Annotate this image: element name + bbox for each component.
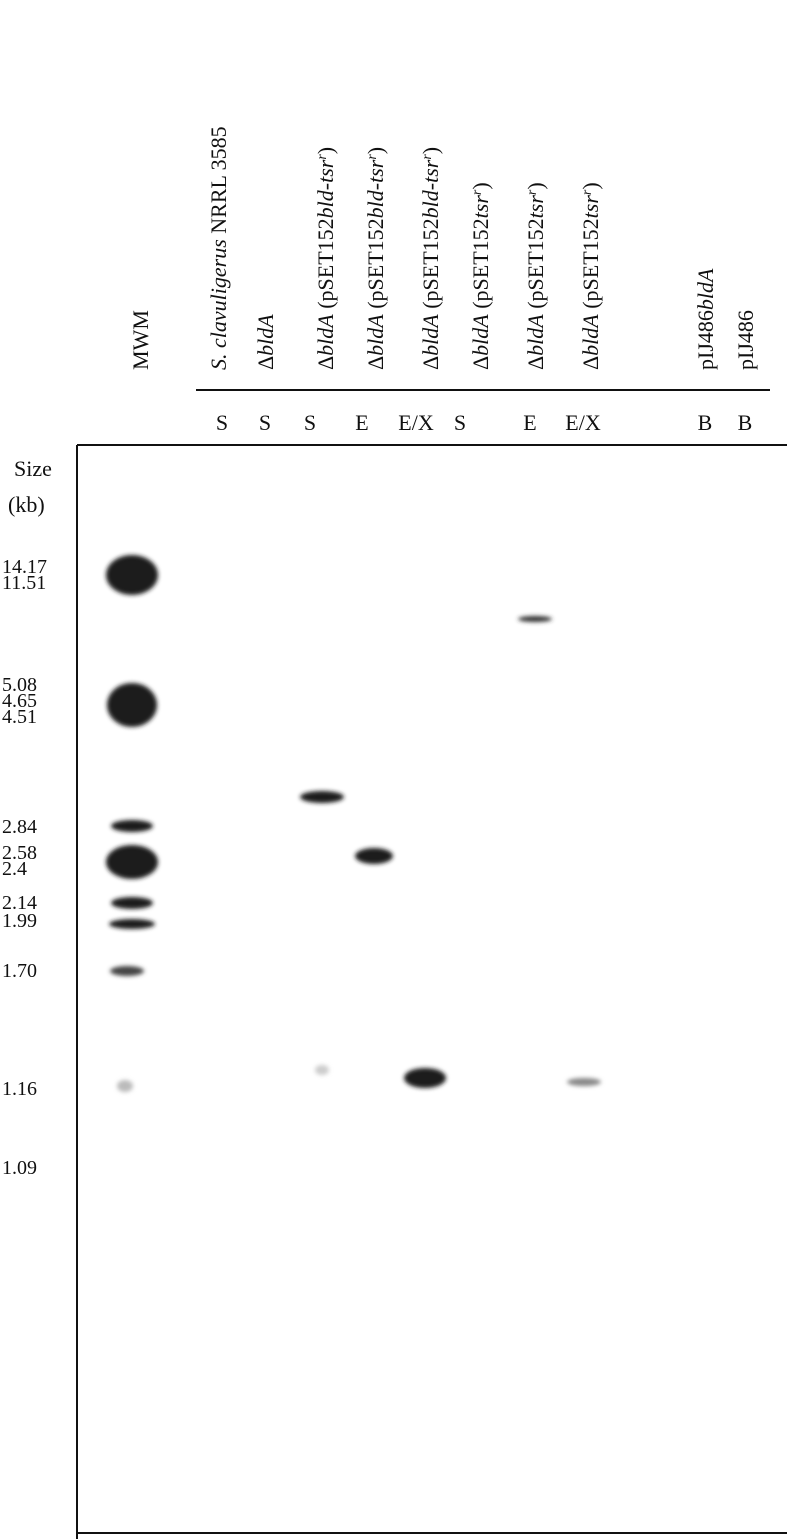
size-label: 4.65 <box>2 690 37 712</box>
label-part: Δ <box>578 356 603 370</box>
label-part: ) <box>363 147 388 154</box>
lane-label: ΔbldA (pSET152bld-tsrr) <box>363 147 388 370</box>
band <box>518 616 552 622</box>
lane-label: ΔbldA (pSET152tsrr) <box>523 182 548 370</box>
band <box>111 897 153 909</box>
label-part: S. clavuligerus <box>206 239 231 370</box>
label-part: bld-tsr <box>313 159 338 218</box>
band <box>567 1078 601 1086</box>
size-label: 1.99 <box>2 910 37 932</box>
label-part: bldA <box>253 314 278 356</box>
lane-label: pIJ486 <box>733 310 758 370</box>
label-part: bldA <box>418 314 443 356</box>
lane-label: MWM <box>128 310 153 370</box>
band <box>106 845 158 879</box>
label-part: tsr <box>468 195 493 219</box>
band <box>404 1068 446 1088</box>
band <box>109 919 155 929</box>
lane-label: ΔbldA (pSET152tsrr) <box>468 182 493 370</box>
label-part: r <box>420 154 435 160</box>
band <box>106 555 158 595</box>
size-label: 2.58 <box>2 842 37 864</box>
enzyme-label: B <box>738 410 753 435</box>
band <box>117 1080 133 1092</box>
band <box>111 820 153 832</box>
enzyme-label: S <box>259 410 271 435</box>
label-part: bldA <box>313 314 338 356</box>
lane-label: pIJ486bldA <box>693 268 718 370</box>
enzyme-label: S <box>216 410 228 435</box>
label-part: NRRL 3585 <box>206 126 231 239</box>
band <box>300 791 344 803</box>
enzyme-label: S <box>304 410 316 435</box>
label-part: bldA <box>693 268 718 310</box>
label-part: (pSET152 <box>363 218 388 314</box>
label-part: bld-tsr <box>418 159 443 218</box>
label-part: pIJ486 <box>733 310 758 370</box>
label-part: r <box>470 189 485 195</box>
size-label: 14.17 <box>2 556 47 578</box>
size-label: 4.51 <box>2 706 37 728</box>
label-part: bldA <box>523 314 548 356</box>
label-part: ) <box>578 182 603 189</box>
label-part: Δ <box>523 356 548 370</box>
label-part: ) <box>468 182 493 189</box>
label-part: bld-tsr <box>363 159 388 218</box>
label-part: Δ <box>363 356 388 370</box>
label-part: MWM <box>128 310 153 370</box>
lane-label: ΔbldA <box>253 314 278 370</box>
size-label: 2.84 <box>2 816 37 838</box>
enzyme-label: E/X <box>398 410 434 435</box>
lane-label: ΔbldA (pSET152tsrr) <box>578 182 603 370</box>
label-part: (pSET152 <box>468 218 493 314</box>
lane-label: ΔbldA (pSET152bld-tsrr) <box>418 147 443 370</box>
enzyme-label: E <box>355 410 368 435</box>
label-part: ) <box>418 147 443 154</box>
bands <box>106 555 601 1092</box>
label-part: Δ <box>313 356 338 370</box>
size-label: 1.09 <box>2 1157 37 1179</box>
label-part: r <box>525 189 540 195</box>
lane-label: ΔbldA (pSET152bld-tsrr) <box>313 147 338 370</box>
label-part: pIJ486 <box>693 310 718 370</box>
label-part: bldA <box>468 314 493 356</box>
enzyme-label: E/X <box>565 410 601 435</box>
label-part: bldA <box>363 314 388 356</box>
label-part: bldA <box>578 314 603 356</box>
enzyme-label: E <box>523 410 536 435</box>
label-part: tsr <box>578 195 603 219</box>
enzyme-label: S <box>454 410 466 435</box>
size-label: 5.08 <box>2 674 37 696</box>
size-label: 1.16 <box>2 1078 37 1100</box>
label-part: Δ <box>468 356 493 370</box>
size-label: 1.70 <box>2 960 37 982</box>
label-part: ) <box>523 182 548 189</box>
label-part: r <box>580 189 595 195</box>
label-part: (pSET152 <box>418 218 443 314</box>
size-label: 2.4 <box>2 858 27 880</box>
size-label: 11.51 <box>2 572 46 594</box>
band <box>110 966 144 976</box>
label-part: (pSET152 <box>578 218 603 314</box>
band <box>315 1065 329 1075</box>
band <box>355 848 393 864</box>
size-title: Size <box>14 456 52 481</box>
band <box>107 683 157 727</box>
label-part: tsr <box>523 195 548 219</box>
label-part: (pSET152 <box>313 218 338 314</box>
label-part: r <box>315 154 330 160</box>
size-unit: (kb) <box>8 492 45 517</box>
label-part: Δ <box>253 356 278 370</box>
label-part: Δ <box>418 356 443 370</box>
lane-label: S. clavuligerus NRRL 3585 <box>206 126 231 370</box>
label-part: r <box>365 154 380 160</box>
enzyme-label: B <box>698 410 713 435</box>
label-part: (pSET152 <box>523 218 548 314</box>
label-part: ) <box>313 147 338 154</box>
size-label: 2.14 <box>2 892 37 914</box>
